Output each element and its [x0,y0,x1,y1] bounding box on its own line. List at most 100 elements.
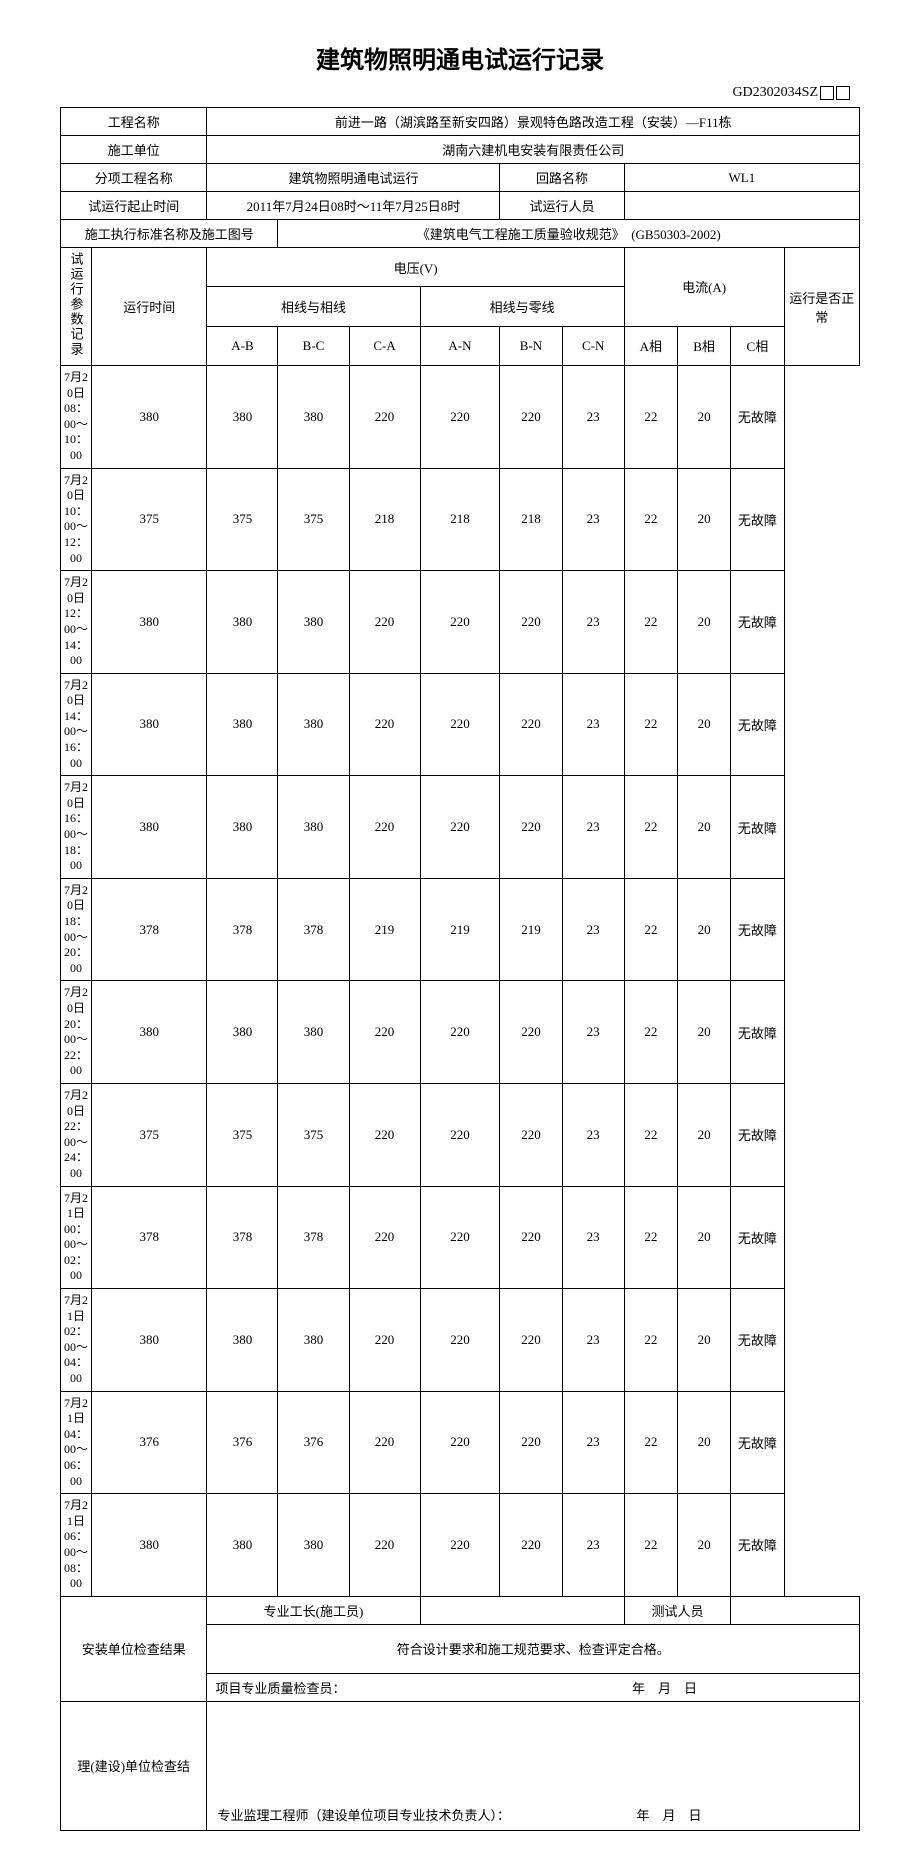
table-row: 7月20日16：00～18：00380380380220220220232220… [61,776,860,879]
cell-bc: 380 [207,1494,278,1597]
label-run-period: 试运行起止时间 [61,192,207,220]
cell-ab: 375 [92,1083,207,1186]
cell-ic: 20 [677,1186,730,1289]
cell-bn: 220 [420,673,500,776]
cell-ia: 23 [562,1494,624,1597]
cell-ca: 375 [278,1083,349,1186]
install-signer-line: 项目专业质量检查员： 年 月 日 [207,1673,860,1701]
table-row: 7月20日12：00～14：00380380380220220220232220… [61,571,860,674]
table-row: 7月20日08：00～10：00380380380220220220232220… [61,366,860,469]
cell-ic: 20 [677,776,730,879]
cell-time: 7月20日08：00～10：00 [61,366,92,469]
cell-ic: 20 [677,468,730,571]
cell-an: 220 [349,366,420,469]
cell-ib: 22 [624,1494,677,1597]
label-supervise-result: 理(建设)单位检查结 [61,1701,207,1830]
install-date: 年 月 日 [632,1681,697,1696]
cell-ca: 378 [278,878,349,981]
cell-ca: 380 [278,776,349,879]
cell-an: 220 [349,1186,420,1289]
cell-ia: 23 [562,468,624,571]
cell-an: 218 [349,468,420,571]
cell-ab: 380 [92,1494,207,1597]
cell-ib: 22 [624,1289,677,1392]
cell-time: 7月20日18：00～20：00 [61,878,92,981]
cell-s: 无故障 [731,673,784,776]
cell-bn: 220 [420,776,500,879]
cell-ib: 22 [624,571,677,674]
cell-cn: 220 [500,673,562,776]
col-normal: 运行是否正常 [784,248,860,366]
cell-an: 220 [349,1494,420,1597]
table-row: 7月21日02：00～04：00380380380220220220232220… [61,1289,860,1392]
cell-bc: 380 [207,673,278,776]
cell-ca: 380 [278,366,349,469]
cell-ic: 20 [677,366,730,469]
cell-bc: 376 [207,1391,278,1494]
table-row: 7月21日06：00～08：00380380380220220220232220… [61,1494,860,1597]
cell-an: 219 [349,878,420,981]
cell-bn: 220 [420,1391,500,1494]
cell-an: 220 [349,1391,420,1494]
label-run-person: 试运行人员 [500,192,624,220]
label-standard: 施工执行标准名称及施工图号 [61,220,278,248]
cell-ab: 380 [92,366,207,469]
col-ib: B相 [677,326,730,365]
cell-an: 220 [349,1289,420,1392]
cell-ic: 20 [677,571,730,674]
cell-bc: 375 [207,1083,278,1186]
cell-s: 无故障 [731,1494,784,1597]
cell-bn: 220 [420,1186,500,1289]
label-install-result: 安装单位检查结果 [61,1596,207,1701]
cell-ia: 23 [562,1289,624,1392]
col-cn: C-N [562,326,624,365]
cell-ic: 20 [677,878,730,981]
cell-bn: 220 [420,1083,500,1186]
col-voltage: 电压(V) [207,248,624,287]
cell-ic: 20 [677,981,730,1084]
cell-ca: 380 [278,571,349,674]
value-foreman [420,1596,624,1624]
cell-ic: 20 [677,1289,730,1392]
cell-s: 无故障 [731,1083,784,1186]
cell-bn: 220 [420,571,500,674]
cell-ia: 23 [562,776,624,879]
cell-ib: 22 [624,776,677,879]
cell-an: 220 [349,673,420,776]
cell-ic: 20 [677,673,730,776]
cell-bn: 220 [420,1494,500,1597]
table-row: 7月20日18：00～20：00378378378219219219232220… [61,878,860,981]
table-row: 7月20日22：00～24：00375375375220220220232220… [61,1083,860,1186]
cell-ib: 22 [624,1083,677,1186]
cell-cn: 220 [500,776,562,879]
value-project-name: 前进一路（湖滨路至新安四路）景观特色路改造工程（安装）—F11栋 [207,108,860,136]
cell-bn: 220 [420,981,500,1084]
cell-an: 220 [349,571,420,674]
cell-bn: 220 [420,1289,500,1392]
table-row: 7月20日14：00～16：00380380380220220220232220… [61,673,860,776]
supervise-signer-label: 专业监理工程师（建设单位项目专业技术负责人）： [217,1808,510,1823]
cell-ca: 376 [278,1391,349,1494]
cell-time: 7月20日16：00～18：00 [61,776,92,879]
value-run-period: 2011年7月24日08时～11年7月25日8时 [207,192,500,220]
value-standard: 《建筑电气工程施工质量验收规范》 (GB50303-2002) [278,220,860,248]
table-row: 7月21日00：00～02：00378378378220220220232220… [61,1186,860,1289]
cell-an: 220 [349,1083,420,1186]
install-signer-label: 项目专业质量检查员： [215,1681,345,1696]
col-current: 电流(A) [624,248,784,327]
cell-cn: 220 [500,1494,562,1597]
cell-cn: 220 [500,1289,562,1392]
cell-cn: 220 [500,1083,562,1186]
cell-ca: 380 [278,981,349,1084]
cell-bc: 380 [207,366,278,469]
cell-ca: 380 [278,1289,349,1392]
supervise-signer-line: 专业监理工程师（建设单位项目专业技术负责人）： 年 月 日 [207,1701,860,1830]
cell-ib: 22 [624,1186,677,1289]
table-row: 7月20日10：00～12：00375375375218218218232220… [61,468,860,571]
label-tester: 测试人员 [624,1596,731,1624]
cell-time: 7月21日02：00～04：00 [61,1289,92,1392]
cell-s: 无故障 [731,1289,784,1392]
checkbox-icon [836,86,850,100]
cell-ab: 378 [92,1186,207,1289]
cell-ia: 23 [562,878,624,981]
